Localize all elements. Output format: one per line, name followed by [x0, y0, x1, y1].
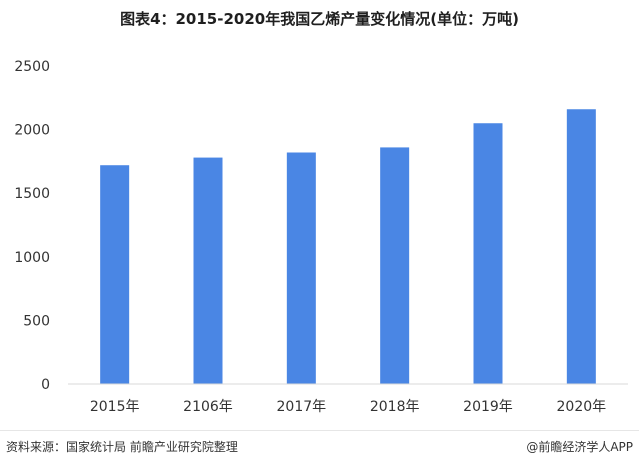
x-tick-label: 2018年 [370, 399, 420, 415]
y-tick-label: 1500 [14, 186, 50, 202]
y-tick-label: 0 [41, 377, 50, 393]
x-tick-label: 2015年 [90, 399, 140, 415]
bars [100, 109, 596, 385]
credit-note: @前瞻经济学人APP [526, 440, 633, 454]
x-tick-label: 2020年 [557, 399, 607, 415]
source-note: 资料来源：国家统计局 前瞻产业研究院整理 [6, 440, 238, 454]
y-tick-label: 2500 [14, 59, 50, 75]
bar [100, 165, 130, 384]
y-tick-label: 500 [23, 313, 50, 329]
chart-title: 图表4：2015-2020年我国乙烯产量变化情况(单位：万吨) [120, 10, 519, 28]
x-axis-labels: 2015年 2106年 2017年 2018年 2019年 2020年 [90, 399, 606, 415]
y-tick-label: 1000 [14, 250, 50, 266]
footer-divider [0, 430, 639, 431]
bar [193, 157, 223, 384]
y-tick-label: 2000 [14, 123, 50, 139]
x-tick-label: 2106年 [183, 399, 233, 415]
bar-chart: 0 500 1000 1500 2000 2500 2015年 2106年 2017年 2018… [14, 59, 628, 415]
bar [473, 123, 503, 385]
bar [286, 152, 316, 384]
bar [380, 147, 410, 384]
bar [566, 109, 596, 385]
x-tick-label: 2017年 [277, 399, 327, 415]
y-axis-ticks: 0 500 1000 1500 2000 2500 [14, 59, 50, 393]
x-tick-label: 2019年 [463, 399, 513, 415]
